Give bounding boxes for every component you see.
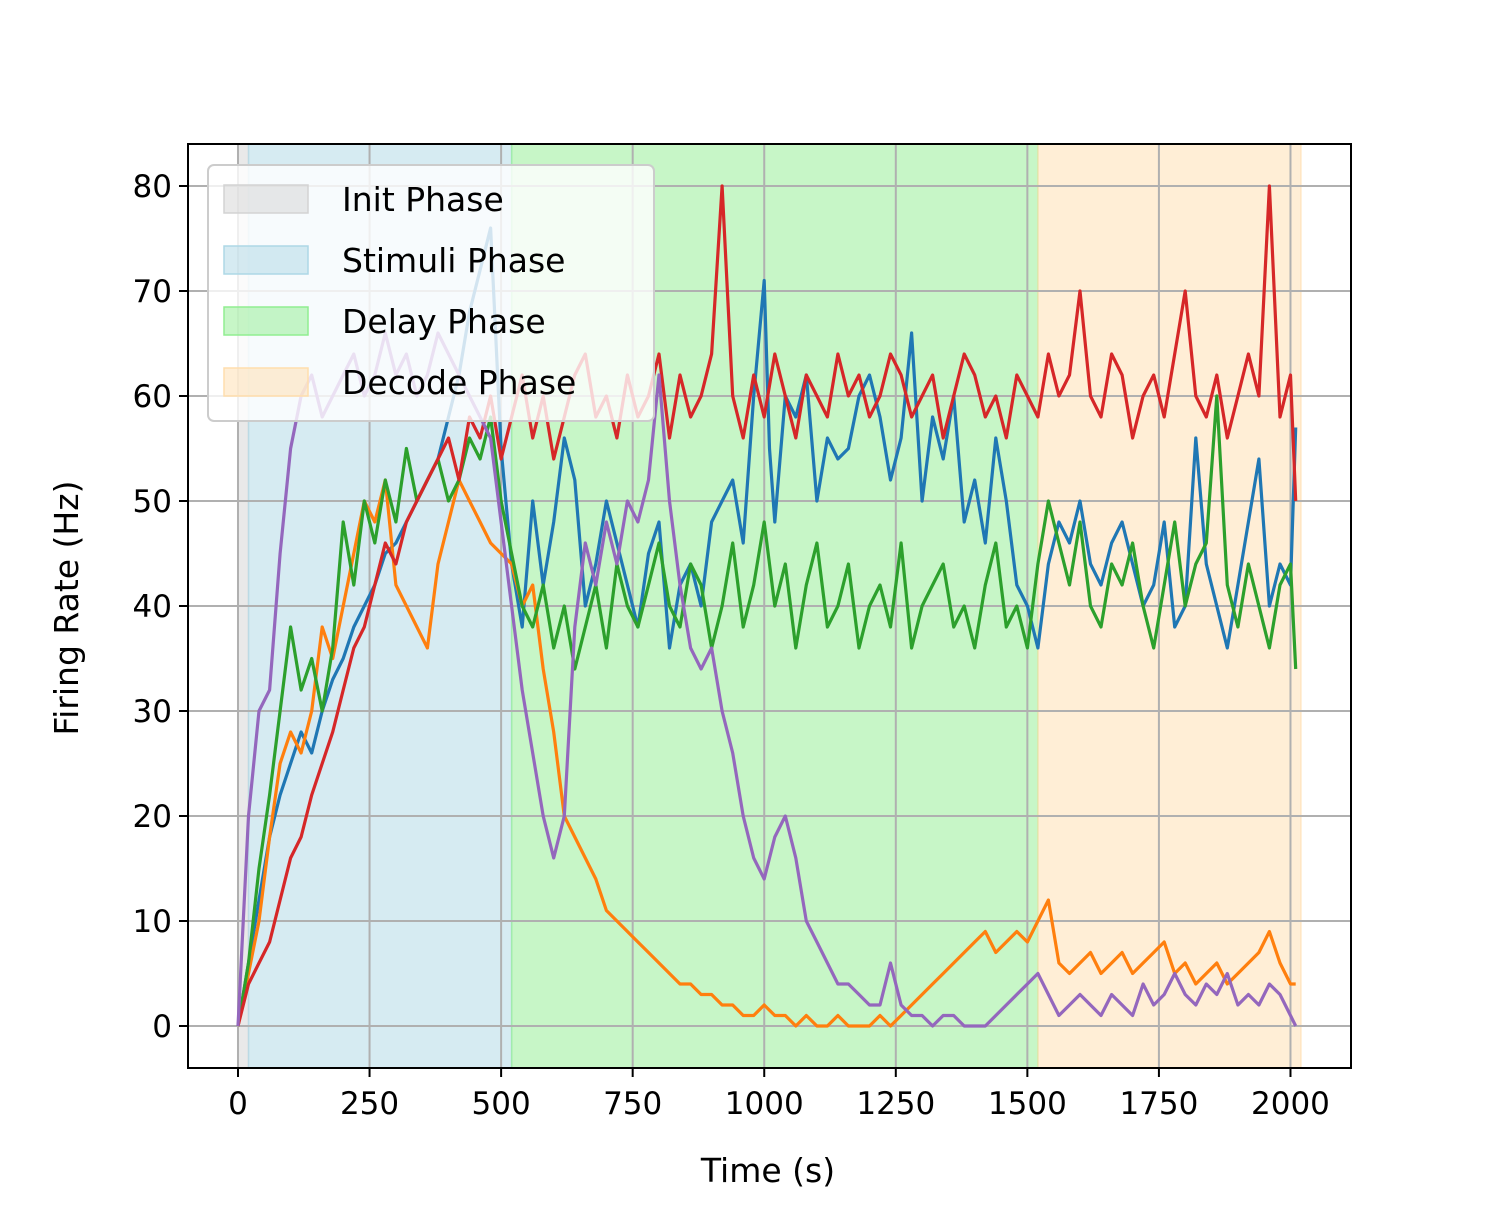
legend-swatch-2 bbox=[223, 306, 309, 336]
y-tick-label-1: 10 bbox=[133, 904, 172, 940]
y-tick-label-0: 0 bbox=[152, 1009, 172, 1045]
y-axis-label: Firing Rate (Hz) bbox=[47, 481, 86, 736]
x-tick-label-7: 1750 bbox=[1119, 1086, 1198, 1122]
series-line-2 bbox=[236, 394, 1298, 1027]
x-tick-label-1: 250 bbox=[340, 1086, 399, 1122]
legend-box bbox=[207, 164, 655, 422]
y-tick-label-8: 80 bbox=[133, 169, 172, 205]
x-tick-label-8: 2000 bbox=[1251, 1086, 1330, 1122]
legend-label-3: Decode Phase bbox=[342, 363, 576, 402]
y-tick-label-3: 30 bbox=[133, 694, 172, 730]
y-tick-label-2: 20 bbox=[133, 799, 172, 835]
legend-swatch-0 bbox=[223, 184, 309, 214]
x-tick-label-2: 500 bbox=[472, 1086, 531, 1122]
x-tick-label-6: 1500 bbox=[988, 1086, 1067, 1122]
x-tick-label-4: 1000 bbox=[725, 1086, 804, 1122]
y-tick-label-6: 60 bbox=[133, 379, 172, 415]
x-tick-label-0: 0 bbox=[228, 1086, 248, 1122]
y-axis-ticks: 0 10 20 30 40 50 60 70 80 bbox=[133, 169, 188, 1045]
x-tick-label-5: 1250 bbox=[856, 1086, 935, 1122]
legend-label-2: Delay Phase bbox=[342, 302, 546, 341]
series-line-1 bbox=[236, 478, 1296, 1028]
y-tick-label-5: 50 bbox=[133, 484, 172, 520]
legend-swatch-1 bbox=[223, 245, 309, 275]
x-axis-ticks: 0 250 500 750 1000 1250 1500 1750 2000 bbox=[228, 1068, 1330, 1122]
y-tick-label-4: 40 bbox=[133, 589, 172, 625]
series-lines bbox=[236, 184, 1298, 1028]
legend-swatch-3 bbox=[223, 367, 309, 397]
legend-label-1: Stimuli Phase bbox=[342, 241, 565, 280]
legend: Init Phase Stimuli Phase Delay Phase Decode… bbox=[207, 164, 655, 422]
x-tick-label-3: 750 bbox=[603, 1086, 662, 1122]
y-tick-label-7: 70 bbox=[133, 274, 172, 310]
legend-label-0: Init Phase bbox=[342, 180, 504, 219]
x-axis-label: Time (s) bbox=[700, 1151, 835, 1190]
series-line-3 bbox=[236, 184, 1298, 1027]
